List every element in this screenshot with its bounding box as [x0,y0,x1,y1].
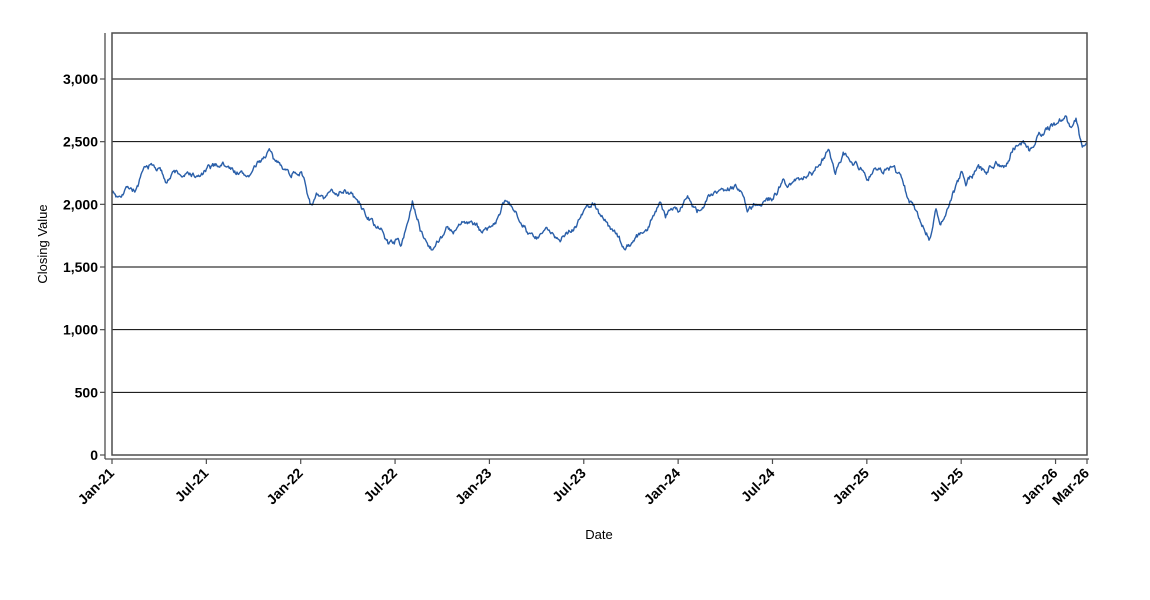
x-tick-label-Jan-22: Jan-22 [263,465,306,508]
y-axis-title: Closing Value [35,204,50,283]
plot-border [111,32,1088,456]
y-tick-label-1,500: 1,500 [63,259,98,275]
x-tick-label-Jul-23: Jul-23 [549,465,589,505]
x-axis-title: Date [585,527,612,542]
y-tick-label-1,000: 1,000 [63,322,98,338]
x-tick-label-Jan-24: Jan-24 [641,465,684,508]
y-tick-label-2,000: 2,000 [63,196,98,212]
x-tick-label-Jul-25: Jul-25 [926,465,966,505]
y-tick-label-0: 0 [90,447,98,463]
series-group [111,115,1088,251]
y-tick-label-3,000: 3,000 [63,71,98,87]
plot-area [112,33,1087,455]
x-tick-label-Jul-22: Jul-22 [360,465,400,505]
y-tick-label-2,500: 2,500 [63,134,98,150]
x-tick-label-Jan-25: Jan-25 [829,465,872,508]
y-tick-label-500: 500 [75,384,99,400]
x-axis-tick-labels: Jan-21 Jul-21 Jan-22 Jul-22 Jan-23 Jul-23 Jan-… [74,465,1092,508]
axes [100,33,1089,464]
y-axis-tick-labels: 0 500 1,000 1,500 2,000 2,500 3,000 [63,71,98,463]
x-tick-label-Jan-23: Jan-23 [452,465,495,508]
x-tick-label-Jan-21: Jan-21 [74,465,117,508]
gridlines [112,78,1087,393]
closing-value-line [111,115,1088,251]
x-tick-label-Jul-21: Jul-21 [172,465,212,505]
x-tick-label-Jul-24: Jul-24 [738,465,778,505]
